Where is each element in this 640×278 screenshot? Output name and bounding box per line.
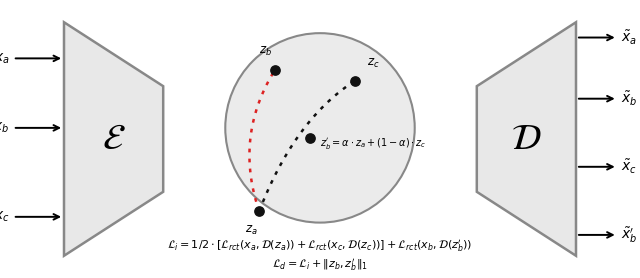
Text: $x_b$: $x_b$ <box>0 121 10 135</box>
Text: $z_b$: $z_b$ <box>259 45 272 58</box>
Text: $z_b^{\prime} = \alpha \cdot z_a + (1-\alpha) \cdot z_c$: $z_b^{\prime} = \alpha \cdot z_a + (1-\a… <box>320 136 426 151</box>
Point <box>305 135 316 140</box>
Point <box>254 209 264 214</box>
Text: $\tilde{x}_b$: $\tilde{x}_b$ <box>621 90 637 108</box>
Text: $\mathcal{D}$: $\mathcal{D}$ <box>511 122 541 156</box>
Polygon shape <box>64 22 163 256</box>
Text: $\tilde{x}_c$: $\tilde{x}_c$ <box>621 158 637 176</box>
Text: $z_c$: $z_c$ <box>367 56 380 70</box>
Point <box>350 78 360 83</box>
Ellipse shape <box>225 33 415 223</box>
Polygon shape <box>477 22 576 256</box>
Text: $\mathcal{E}$: $\mathcal{E}$ <box>102 122 125 156</box>
Text: $z_a$: $z_a$ <box>245 224 258 237</box>
Text: $\mathcal{L}_i = 1/2 \cdot [\mathcal{L}_{rct}(x_a, \mathcal{D}(z_a)) + \mathcal{: $\mathcal{L}_i = 1/2 \cdot [\mathcal{L}_… <box>167 238 473 254</box>
Text: $x_c$: $x_c$ <box>0 210 10 224</box>
Text: $x_a$: $x_a$ <box>0 51 10 66</box>
Text: $\tilde{x}_a$: $\tilde{x}_a$ <box>621 29 637 46</box>
Text: $\tilde{x}_b^{\prime}$: $\tilde{x}_b^{\prime}$ <box>621 225 637 245</box>
Point <box>270 67 280 72</box>
Text: $\mathcal{L}_d = \mathcal{L}_i + \|z_b, z_b^{\prime}\|_1$: $\mathcal{L}_d = \mathcal{L}_i + \|z_b, … <box>272 257 368 274</box>
